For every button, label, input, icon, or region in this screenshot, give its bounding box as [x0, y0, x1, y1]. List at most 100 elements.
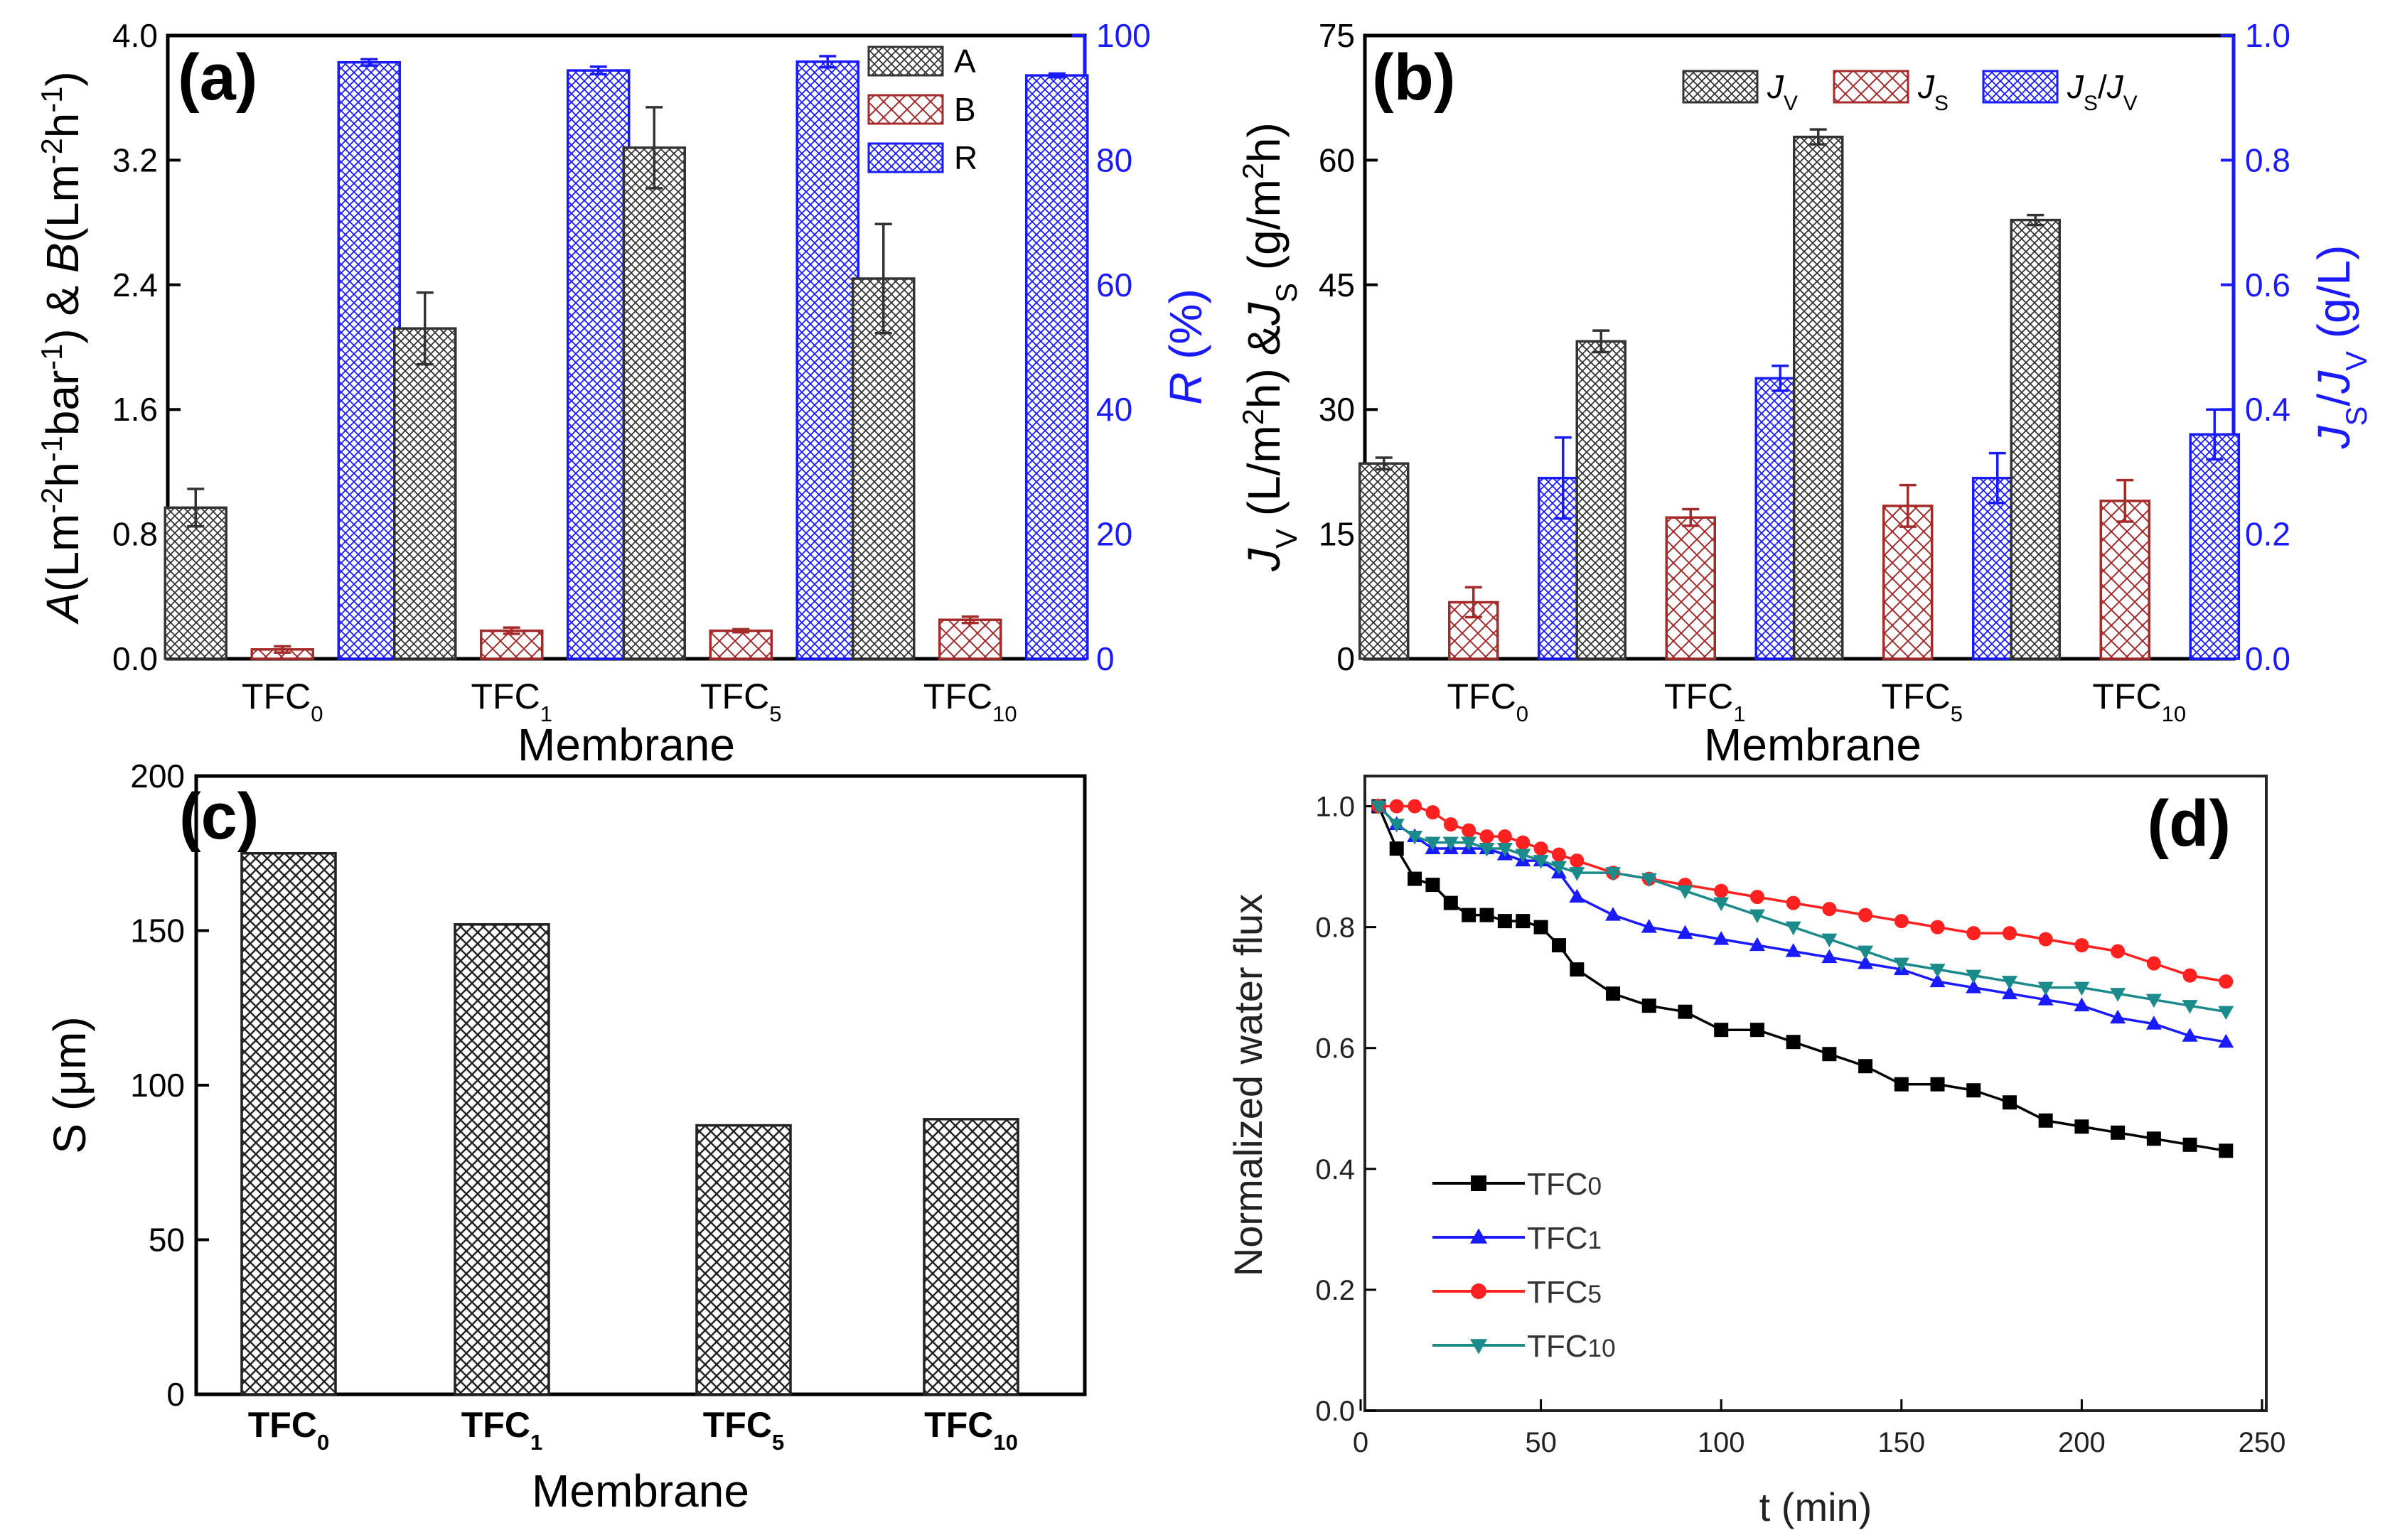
point-tfc0	[1822, 1047, 1837, 1062]
legend-label: TFC10	[1527, 1329, 1616, 1364]
category-label: TFC5	[1882, 677, 1963, 726]
left-tick-label: 200	[130, 758, 185, 795]
point-tfc0	[1570, 962, 1585, 977]
point-tfc5	[1551, 847, 1566, 862]
point-tfc1	[2145, 1016, 2162, 1030]
category-label: TFC0	[242, 677, 323, 726]
error-bar	[187, 488, 205, 528]
error-bar	[503, 626, 520, 635]
legend-swatch	[867, 142, 944, 173]
error-bar	[2206, 408, 2224, 461]
point-tfc10	[1749, 909, 1765, 924]
point-tfc5	[1425, 805, 1440, 820]
right-tick-label: 40	[1096, 391, 1132, 428]
point-tfc0	[1479, 908, 1494, 922]
right-tick-label: 0.0	[2245, 640, 2290, 677]
point-tfc5	[2074, 938, 2089, 953]
point-tfc1	[1785, 943, 1801, 957]
left-tick-label: 1.6	[112, 391, 158, 428]
point-tfc10	[1677, 885, 1693, 900]
point-tfc10	[1479, 843, 1495, 857]
point-tfc10	[1713, 897, 1730, 912]
point-tfc5	[1930, 920, 1945, 935]
legend-marker	[1471, 1175, 1486, 1191]
panel-a-legend: ABR	[867, 43, 977, 176]
legend-swatch	[867, 45, 944, 77]
bar-r-tfc10	[1025, 74, 1089, 660]
panel-b-x-axis-label: Membrane	[1704, 719, 1922, 770]
legend-label: TFC0	[1527, 1167, 1602, 1202]
point-tfc10	[1966, 969, 1982, 984]
y-tick-label: 0.8	[1315, 912, 1355, 944]
panel-a-right-axis-label: R (%)	[1160, 289, 1211, 405]
category-label: TFC5	[703, 1405, 784, 1455]
left-tick-label: 60	[1319, 141, 1355, 178]
bar-jv-tfc0	[1358, 462, 1410, 660]
y-tick-label: 0.0	[1315, 1396, 1355, 1427]
point-tfc0	[2111, 1125, 2126, 1140]
point-tfc0	[2002, 1095, 2017, 1110]
point-tfc10	[2218, 1006, 2234, 1021]
point-tfc0	[1749, 1023, 1764, 1038]
bar-a-tfc10	[852, 277, 916, 660]
legend-label: A	[954, 43, 976, 80]
y-tick-label: 0.2	[1315, 1275, 1355, 1306]
left-tick-label: 100	[130, 1067, 185, 1104]
point-tfc10	[1641, 873, 1657, 888]
point-tfc0	[2182, 1137, 2197, 1152]
panel-b-right-axis-label: JS/JV (g/L)	[2308, 245, 2373, 450]
panel-d-plot-frame	[1363, 775, 2268, 1412]
point-tfc10	[1496, 843, 1513, 857]
point-tfc5	[2219, 974, 2234, 989]
point-tfc0	[1533, 920, 1548, 935]
point-tfc0	[2038, 1113, 2053, 1128]
bar-jv-tfc10	[2010, 218, 2061, 660]
point-tfc10	[1407, 831, 1423, 845]
panel-d-y-axis-label: Normalized water flux	[1226, 894, 1270, 1276]
point-tfc5	[1479, 829, 1494, 844]
right-tick-label: 0	[1096, 640, 1115, 677]
bar-js-jv-tfc10	[2189, 433, 2240, 660]
point-tfc0	[1786, 1035, 1801, 1050]
category-label: TFC10	[2092, 677, 2186, 726]
point-tfc5	[1749, 890, 1764, 905]
category-label: TFC10	[924, 1405, 1018, 1455]
left-tick-label: 0	[1336, 640, 1355, 677]
error-bar	[1772, 365, 1789, 392]
legend-label: B	[954, 91, 976, 128]
left-tick-label: 3.2	[112, 141, 158, 178]
point-tfc5	[1858, 908, 1873, 922]
left-tick-label: 45	[1319, 266, 1355, 303]
x-tick-label: 200	[2058, 1427, 2106, 1458]
bar-jv-tfc1	[1575, 340, 1626, 660]
error-bar	[2027, 213, 2044, 227]
category-label: TFC1	[1664, 677, 1745, 726]
point-tfc10	[1442, 836, 1459, 851]
bar-jv-tfc5	[1793, 135, 1844, 660]
right-tick-label: 0.4	[2245, 391, 2290, 428]
point-tfc10	[2074, 981, 2090, 996]
panel-a-label: (a)	[178, 41, 257, 114]
panel-d-x-axis-label: t (min)	[1759, 1485, 1872, 1529]
error-bar	[1554, 436, 1572, 520]
right-tick-label: 20	[1096, 516, 1132, 553]
x-tick-label: 0	[1353, 1427, 1368, 1458]
point-tfc10	[1371, 800, 1387, 815]
left-tick-label: 0.0	[112, 640, 158, 677]
error-bar	[1682, 507, 1700, 527]
point-tfc10	[1858, 945, 1874, 960]
bar-s-tfc0	[240, 852, 337, 1396]
x-tick-label: 250	[2239, 1427, 2286, 1458]
y-tick-label: 0.6	[1315, 1033, 1355, 1065]
point-tfc10	[1821, 933, 1838, 948]
point-tfc1	[2001, 985, 2017, 1000]
error-bar	[1809, 128, 1827, 146]
left-tick-label: 4.0	[112, 17, 158, 54]
point-tfc5	[2146, 956, 2161, 971]
x-tick-label: 100	[1698, 1427, 1745, 1458]
legend-marker	[1469, 1228, 1488, 1244]
point-tfc1	[1858, 955, 1874, 969]
point-tfc1	[2037, 991, 2054, 1006]
point-tfc5	[2182, 968, 2197, 983]
